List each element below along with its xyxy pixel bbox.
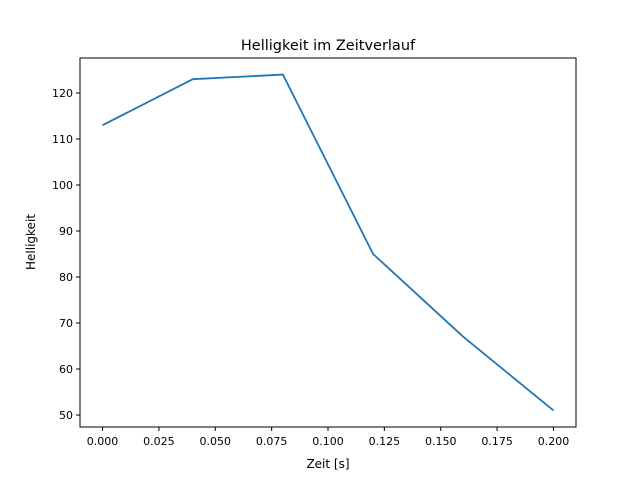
y-tick-label: 60 — [59, 363, 73, 376]
y-tick-label: 80 — [59, 271, 73, 284]
x-tick-label: 0.100 — [312, 435, 344, 448]
x-axis-label: Zeit [s] — [306, 457, 349, 471]
x-tick-label: 0.200 — [538, 435, 570, 448]
y-tick-label: 70 — [59, 317, 73, 330]
plot-area-frame — [79, 57, 577, 428]
series-line-helligkeit — [102, 73, 555, 412]
y-tick-label: 100 — [52, 179, 73, 192]
x-tick-label: 0.025 — [143, 435, 175, 448]
x-tick-label: 0.150 — [425, 435, 457, 448]
x-tick-label: 0.175 — [481, 435, 513, 448]
y-tick-label: 110 — [52, 133, 73, 146]
y-tick-label: 90 — [59, 225, 73, 238]
y-axis-label: Helligkeit — [24, 214, 38, 270]
y-tick-label: 50 — [59, 409, 73, 422]
chart-title: Helligkeit im Zeitverlauf — [241, 38, 416, 54]
x-tick-label: 0.050 — [200, 435, 232, 448]
y-tick-label: 120 — [52, 87, 73, 100]
x-tick-label: 0.075 — [256, 435, 288, 448]
x-tick-label: 0.000 — [87, 435, 119, 448]
x-tick-label: 0.125 — [369, 435, 401, 448]
